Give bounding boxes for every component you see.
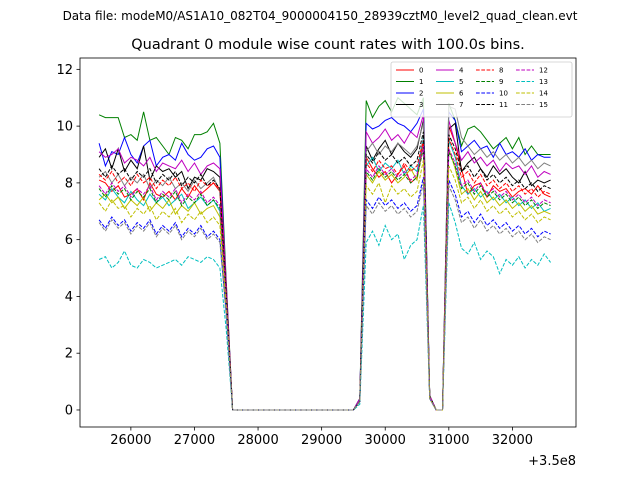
x-tick-label: 31000	[428, 433, 469, 448]
series-line-3	[98, 120, 551, 411]
legend-label-7: 7	[459, 101, 463, 109]
series-line-0	[98, 125, 551, 411]
x-tick-label: 26000	[110, 433, 151, 448]
legend-label-12: 12	[539, 67, 548, 75]
legend-label-11: 11	[499, 101, 508, 109]
y-tick-label: 6	[65, 233, 73, 248]
y-tick-label: 0	[65, 403, 73, 418]
series-line-10	[98, 177, 551, 411]
legend-label-2: 2	[419, 90, 423, 98]
legend-label-6: 6	[459, 90, 464, 98]
legend-label-4: 4	[459, 67, 464, 75]
legend-label-13: 13	[539, 78, 548, 86]
y-tick-label: 2	[65, 347, 73, 362]
series-line-13	[98, 202, 551, 411]
x-tick-label: 30000	[365, 433, 406, 448]
x-tick-label: 29000	[301, 433, 342, 448]
series-line-2	[98, 108, 551, 411]
legend-label-15: 15	[539, 101, 548, 109]
y-tick-label: 4	[65, 290, 73, 305]
legend-label-3: 3	[419, 101, 423, 109]
series-line-1	[98, 96, 551, 411]
plot-area	[98, 96, 551, 411]
series-line-9	[98, 148, 551, 411]
axes: 26000 27000 28000 29000 30000 31000 32000 0 2 4 6 8…	[56, 57, 577, 469]
x-offset-label: +3.5e8	[528, 454, 576, 469]
series-line-6	[98, 145, 551, 411]
legend-box	[390, 61, 573, 118]
chart-title: Quadrant 0 module wise count rates with …	[131, 37, 525, 53]
data-file-suptitle: Data file: modeM0/AS1A10_082T04_90000041…	[63, 9, 578, 23]
legend-label-5: 5	[459, 78, 463, 86]
series-line-15	[98, 182, 551, 411]
x-tick-label: 27000	[174, 433, 215, 448]
legend-label-10: 10	[499, 90, 508, 98]
y-tick-label: 8	[65, 176, 73, 191]
series-line-11	[98, 131, 551, 411]
y-tick-label: 12	[56, 63, 73, 78]
legend-label-1: 1	[419, 78, 423, 86]
legend-label-9: 9	[499, 78, 503, 86]
x-tick-label: 28000	[237, 433, 278, 448]
legend-label-14: 14	[539, 90, 548, 98]
legend-label-0: 0	[419, 67, 423, 75]
legend-label-8: 8	[499, 67, 503, 75]
y-tick-label: 10	[56, 120, 73, 135]
x-tick-label: 32000	[492, 433, 533, 448]
series-line-4	[98, 114, 551, 411]
plot-frame	[79, 57, 577, 428]
series-line-12	[98, 145, 551, 411]
